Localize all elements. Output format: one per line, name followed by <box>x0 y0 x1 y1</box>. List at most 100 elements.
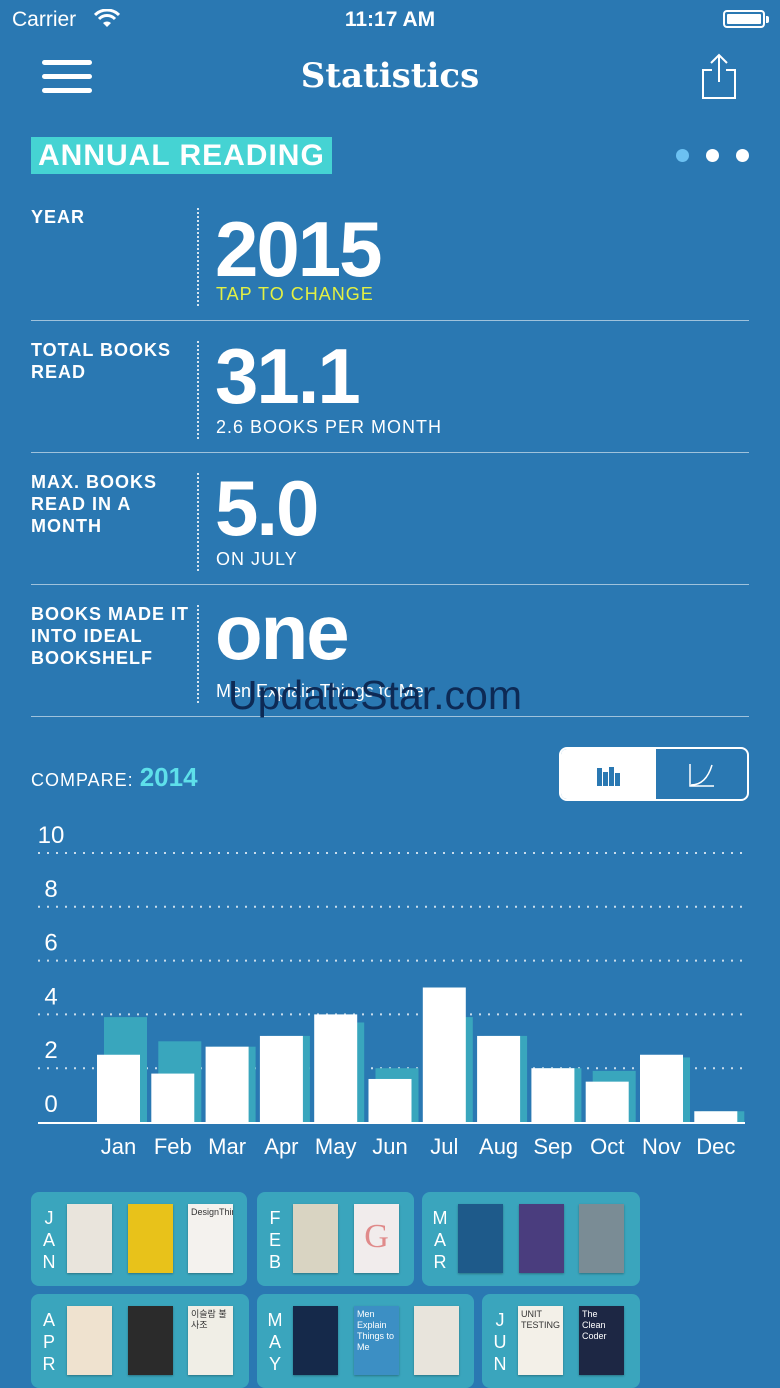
y-tick-label: 6 <box>44 930 57 957</box>
share-icon[interactable] <box>700 52 738 100</box>
chart-type-toggle[interactable] <box>559 747 749 801</box>
clock: 11:17 AM <box>344 8 436 31</box>
page-dot-1[interactable] <box>676 149 689 162</box>
bar-2015-feb <box>151 1073 195 1122</box>
bar-2015-dec <box>694 1111 738 1122</box>
divider <box>197 208 199 306</box>
compare-year[interactable]: 2014 <box>139 762 198 792</box>
x-tick-label: May <box>315 1134 357 1159</box>
x-tick-label: Aug <box>479 1134 518 1159</box>
x-tick-label: Sep <box>533 1134 572 1159</box>
book-cover[interactable]: DesignThinking <box>188 1204 233 1273</box>
page-dot-3[interactable] <box>736 149 749 162</box>
x-tick-label: Dec <box>696 1134 735 1159</box>
watermark: UpdateStar.com <box>228 672 522 718</box>
y-tick-label: 2 <box>44 1037 57 1064</box>
book-cover[interactable]: UNIT TESTING <box>518 1306 563 1375</box>
y-tick-label: 0 <box>44 1091 57 1118</box>
max-books-value: 5.0 <box>215 464 319 552</box>
x-tick-label: Feb <box>154 1134 192 1159</box>
book-title: G <box>364 1218 389 1255</box>
book-cover[interactable] <box>519 1204 564 1273</box>
carrier-label: Carrier <box>12 8 77 31</box>
stat-row-ideal-bookshelf[interactable]: BOOKS MADE IT INTO IDEAL BOOKSHELF one M… <box>31 593 749 717</box>
divider <box>197 341 199 439</box>
book-title: UNIT TESTING <box>521 1309 561 1330</box>
book-cover[interactable]: G <box>354 1204 399 1273</box>
wifi-icon <box>94 9 120 27</box>
x-tick-label: Jul <box>430 1134 458 1159</box>
curve-chart-button[interactable] <box>656 749 747 799</box>
divider <box>197 605 199 703</box>
stat-row-year[interactable]: YEAR 2015 TAP TO CHANGE <box>31 206 749 321</box>
stat-label: MAX. BOOKS READ IN A MONTH <box>31 472 158 536</box>
book-cover[interactable]: Men Explain Things to Me <box>354 1306 399 1375</box>
stat-row-total-books: TOTAL BOOKS READ 31.1 2.6 BOOKS PER MONT… <box>31 332 749 453</box>
page-dot-2[interactable] <box>706 149 719 162</box>
bar-2015-jul <box>422 987 466 1122</box>
month-card-apr[interactable]: A P R 이슬람 불사조 <box>31 1294 249 1388</box>
book-cover[interactable] <box>128 1306 173 1375</box>
battery-icon <box>723 10 769 28</box>
page-title: Statistics <box>300 56 480 96</box>
stat-label: BOOKS MADE IT INTO IDEAL BOOKSHELF <box>31 604 190 668</box>
ideal-book-title[interactable]: Men Explain Things to Me <box>216 681 424 701</box>
x-tick-label: Apr <box>264 1134 298 1159</box>
bar-2015-jan <box>97 1054 140 1122</box>
curve-chart-icon <box>689 764 714 787</box>
book-cover[interactable] <box>67 1204 112 1273</box>
hamburger-icon[interactable] <box>42 60 92 96</box>
x-tick-label: Jun <box>372 1134 407 1159</box>
book-cover[interactable] <box>414 1306 459 1375</box>
bar-2015-may <box>314 1014 358 1122</box>
book-title: The Clean Coder <box>582 1309 607 1341</box>
monthly-books-chart: 0 2 4 6 8 10 Jan Feb Mar Apr May Jun Jul Aug Sep Oct Nov… <box>38 822 745 1159</box>
compare-label: COMPARE: <box>31 770 134 790</box>
y-tick-label: 10 <box>38 822 65 849</box>
books-per-month: 2.6 BOOKS PER MONTH <box>216 417 443 437</box>
book-title: Men Explain Things to Me <box>357 1309 395 1352</box>
max-month: ON JULY <box>216 549 298 569</box>
stat-label: YEAR <box>31 207 86 227</box>
book-title: DesignThinking <box>191 1207 233 1217</box>
x-tick-label: Mar <box>208 1134 246 1159</box>
bar-chart-icon <box>597 767 620 786</box>
section-label: ANNUAL READING <box>31 137 332 174</box>
book-cover[interactable] <box>293 1204 338 1273</box>
bar-chart-button[interactable] <box>561 749 656 799</box>
x-tick-label: Jan <box>101 1134 136 1159</box>
month-card-jan[interactable]: JAN DesignThinking <box>31 1192 247 1286</box>
bar-2015-aug <box>477 1035 521 1122</box>
divider <box>197 473 199 571</box>
book-cover[interactable]: 이슬람 불사조 <box>188 1306 233 1375</box>
x-tick-label: Nov <box>642 1134 681 1159</box>
compare-selector[interactable]: COMPARE: 2014 <box>31 762 198 793</box>
book-title: 이슬람 불사조 <box>191 1309 227 1330</box>
book-cover[interactable] <box>293 1306 338 1375</box>
total-books-value: 31.1 <box>215 332 361 420</box>
year-value[interactable]: 2015 <box>215 205 383 293</box>
tap-to-change-hint[interactable]: TAP TO CHANGE <box>216 284 374 304</box>
x-tick-label: Oct <box>590 1134 624 1159</box>
stat-row-max-books: MAX. BOOKS READ IN A MONTH 5.0 ON JULY <box>31 464 749 585</box>
book-cover[interactable]: The Clean Coder <box>579 1306 624 1375</box>
status-bar: Carrier 11:17 AM <box>0 0 780 40</box>
book-cover[interactable] <box>579 1204 624 1273</box>
book-cover[interactable] <box>67 1306 112 1375</box>
book-cover[interactable] <box>458 1204 503 1273</box>
bar-2015-nov <box>640 1054 683 1122</box>
bar-2015-sep <box>531 1068 575 1122</box>
ideal-count-value: one <box>215 588 350 676</box>
book-cover[interactable] <box>128 1204 173 1273</box>
bar-2015-mar <box>205 1046 249 1122</box>
month-card-may[interactable]: M A Y Men Explain Things to Me <box>257 1294 474 1388</box>
month-card-jun[interactable]: J U N UNIT TESTING The Clean Coder <box>482 1294 640 1388</box>
